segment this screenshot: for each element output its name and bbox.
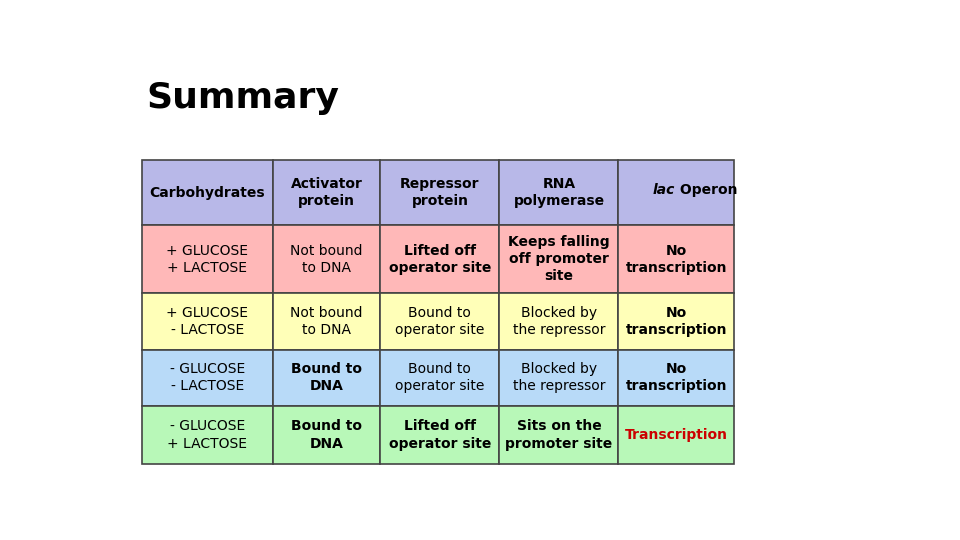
Text: lac: lac (653, 183, 676, 197)
Text: + GLUCOSE
+ LACTOSE: + GLUCOSE + LACTOSE (166, 244, 249, 275)
Bar (499, 225, 618, 294)
Bar (273, 406, 380, 464)
Bar (499, 349, 618, 406)
Bar (618, 406, 733, 464)
Bar (618, 160, 733, 225)
Text: Lifted off
operator site: Lifted off operator site (389, 419, 492, 450)
Text: Carbohydrates: Carbohydrates (150, 186, 265, 200)
Text: Repressor
protein: Repressor protein (400, 177, 480, 208)
Text: Blocked by
the repressor: Blocked by the repressor (513, 362, 605, 393)
Text: Transcription: Transcription (625, 428, 728, 442)
Bar (499, 294, 618, 349)
Bar (273, 160, 380, 225)
Bar (380, 225, 499, 294)
Bar (273, 349, 380, 406)
Bar (380, 349, 499, 406)
Text: Blocked by
the repressor: Blocked by the repressor (513, 306, 605, 337)
Bar (142, 294, 273, 349)
Bar (273, 294, 380, 349)
Text: Not bound
to DNA: Not bound to DNA (290, 244, 363, 275)
Bar (380, 294, 499, 349)
Bar (142, 160, 273, 225)
Bar (499, 406, 618, 464)
Text: Sits on the
promoter site: Sits on the promoter site (505, 419, 612, 450)
Text: Lifted off
operator site: Lifted off operator site (389, 244, 492, 275)
Text: Not bound
to DNA: Not bound to DNA (290, 306, 363, 337)
Text: - GLUCOSE
+ LACTOSE: - GLUCOSE + LACTOSE (167, 419, 248, 450)
Text: No
transcription: No transcription (625, 306, 727, 337)
Text: Bound to
operator site: Bound to operator site (396, 306, 485, 337)
Text: Summary: Summary (146, 82, 339, 116)
Bar (618, 294, 733, 349)
Text: Operon: Operon (676, 183, 738, 197)
Text: RNA
polymerase: RNA polymerase (514, 177, 605, 208)
Bar (142, 349, 273, 406)
Bar (380, 406, 499, 464)
Text: Bound to
operator site: Bound to operator site (396, 362, 485, 393)
Bar (380, 160, 499, 225)
Bar (142, 406, 273, 464)
Text: + GLUCOSE
- LACTOSE: + GLUCOSE - LACTOSE (166, 306, 249, 337)
Text: Activator
protein: Activator protein (291, 177, 362, 208)
Text: Bound to
DNA: Bound to DNA (291, 362, 362, 393)
Text: No
transcription: No transcription (625, 244, 727, 275)
Bar (618, 225, 733, 294)
Text: Keeps falling
off promoter
site: Keeps falling off promoter site (508, 235, 610, 284)
Bar (499, 160, 618, 225)
Text: No
transcription: No transcription (625, 362, 727, 393)
Bar (273, 225, 380, 294)
Bar (618, 349, 733, 406)
Text: Bound to
DNA: Bound to DNA (291, 419, 362, 450)
Text: - GLUCOSE
- LACTOSE: - GLUCOSE - LACTOSE (170, 362, 245, 393)
Bar (142, 225, 273, 294)
